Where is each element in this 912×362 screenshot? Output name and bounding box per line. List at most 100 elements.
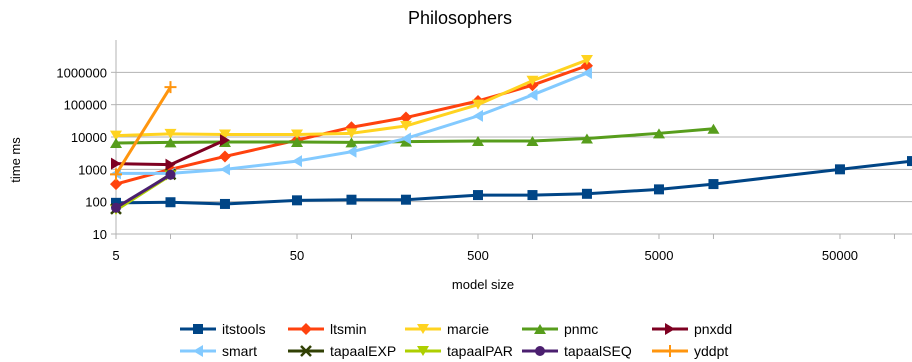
data-point-marker [219, 198, 230, 209]
legend-label: pnmc [564, 321, 598, 337]
y-tick-label: 10000 [71, 130, 107, 145]
data-point-marker [111, 157, 121, 170]
x-tick-label: 50000 [822, 248, 858, 263]
data-point-marker [907, 156, 912, 167]
data-point-marker [471, 136, 484, 147]
data-point-marker [346, 194, 357, 205]
data-point-marker [300, 323, 312, 335]
legend-item-itstools: itstools [180, 321, 266, 337]
legend-label: pnxdd [694, 321, 732, 337]
data-point-marker [218, 150, 231, 163]
data-point-marker [290, 137, 303, 148]
legend-label: tapaalSEQ [564, 343, 632, 359]
data-point-marker [400, 132, 411, 145]
y-tick-label: 100 [85, 195, 107, 210]
data-point-marker [110, 168, 122, 181]
legend-item-ltsmin: ltsmin [288, 321, 367, 337]
data-point-marker [581, 188, 592, 199]
x-tick-labels: 5 50 500 5000 50000 [112, 248, 858, 263]
series-ltsmin [110, 59, 593, 191]
legend-item-pnmc: pnmc [522, 321, 598, 337]
series-line-yddpt [114, 86, 172, 176]
data-point-marker [665, 323, 675, 335]
legend-item-tapaalPAR: tapaalPAR [405, 343, 513, 359]
legend: itstools ltsmin marcie pnmc pnxdd smart tapaal… [180, 321, 732, 359]
data-point-marker [472, 190, 483, 201]
y-tick-label: 1000 [78, 162, 107, 177]
data-point-marker [291, 155, 302, 168]
data-point-marker [708, 179, 719, 190]
series-marcie [110, 55, 593, 141]
data-point-marker [164, 81, 177, 94]
plot-area [110, 55, 912, 216]
legend-item-yddpt: yddpt [652, 343, 728, 359]
data-point-marker [417, 324, 429, 334]
data-point-marker [834, 164, 845, 175]
data-point-marker [165, 197, 176, 208]
data-point-marker [111, 202, 121, 213]
data-point-marker [707, 123, 720, 134]
data-point-marker [527, 190, 538, 201]
legend-item-tapaalEXP: tapaalEXP [288, 343, 396, 359]
data-point-marker [526, 75, 539, 86]
series-pnmc [110, 123, 720, 149]
data-point-marker [526, 136, 539, 147]
y-axis-label: time ms [8, 137, 23, 183]
data-point-marker [110, 178, 122, 191]
series-line-tapaalSEQ [115, 173, 172, 209]
data-point-marker [399, 120, 412, 131]
data-point-marker [219, 134, 230, 147]
legend-label: yddpt [694, 343, 728, 359]
data-point-marker [290, 129, 303, 140]
legend-item-pnxdd: pnxdd [652, 321, 732, 337]
data-point-marker [164, 128, 177, 139]
x-tick-label: 5000 [645, 248, 674, 263]
data-point-marker [664, 345, 676, 357]
legend-label: tapaalEXP [330, 343, 396, 359]
x-tick-label: 5 [112, 248, 119, 263]
data-point-marker [535, 346, 545, 356]
data-point-marker [218, 129, 231, 140]
data-point-marker [300, 345, 312, 357]
data-point-marker [417, 346, 429, 356]
data-point-marker [399, 136, 412, 147]
data-point-marker [291, 195, 302, 206]
x-tick-label: 50 [290, 248, 304, 263]
x-tick-label: 500 [467, 248, 489, 263]
data-point-marker [527, 88, 538, 101]
data-point-marker [165, 169, 176, 180]
series-itstools [111, 156, 912, 209]
y-tick-labels: 10 100 1000 10000 100000 1000000 [56, 65, 107, 242]
data-point-marker [400, 194, 411, 205]
data-point-marker [346, 145, 357, 158]
data-point-marker [472, 109, 483, 122]
data-point-marker [580, 133, 593, 144]
series-tapaalSEQ [111, 169, 176, 213]
data-point-marker [580, 55, 593, 66]
legend-label: ltsmin [330, 321, 367, 337]
legend-label: smart [222, 343, 257, 359]
y-tick-label: 1000000 [56, 65, 107, 80]
data-point-marker [534, 324, 546, 334]
data-point-marker [471, 99, 484, 110]
data-point-marker [652, 128, 665, 139]
legend-label: marcie [447, 321, 489, 337]
y-tick-label: 100000 [64, 98, 107, 113]
data-point-marker [399, 111, 412, 124]
legend-item-marcie: marcie [405, 321, 489, 337]
data-point-marker [581, 67, 592, 80]
legend-item-smart: smart [180, 343, 257, 359]
data-point-marker [164, 137, 177, 148]
data-point-marker [193, 324, 203, 334]
chart-title: Philosophers [408, 8, 512, 28]
data-point-marker [345, 137, 358, 148]
legend-label: tapaalPAR [447, 343, 513, 359]
y-tick-label: 10 [93, 227, 107, 242]
data-point-marker [653, 184, 664, 195]
series-pnxdd [111, 134, 230, 171]
legend-item-tapaalSEQ: tapaalSEQ [522, 343, 632, 359]
data-point-marker [110, 138, 122, 149]
legend-label: itstools [222, 321, 266, 337]
axes [111, 40, 912, 239]
